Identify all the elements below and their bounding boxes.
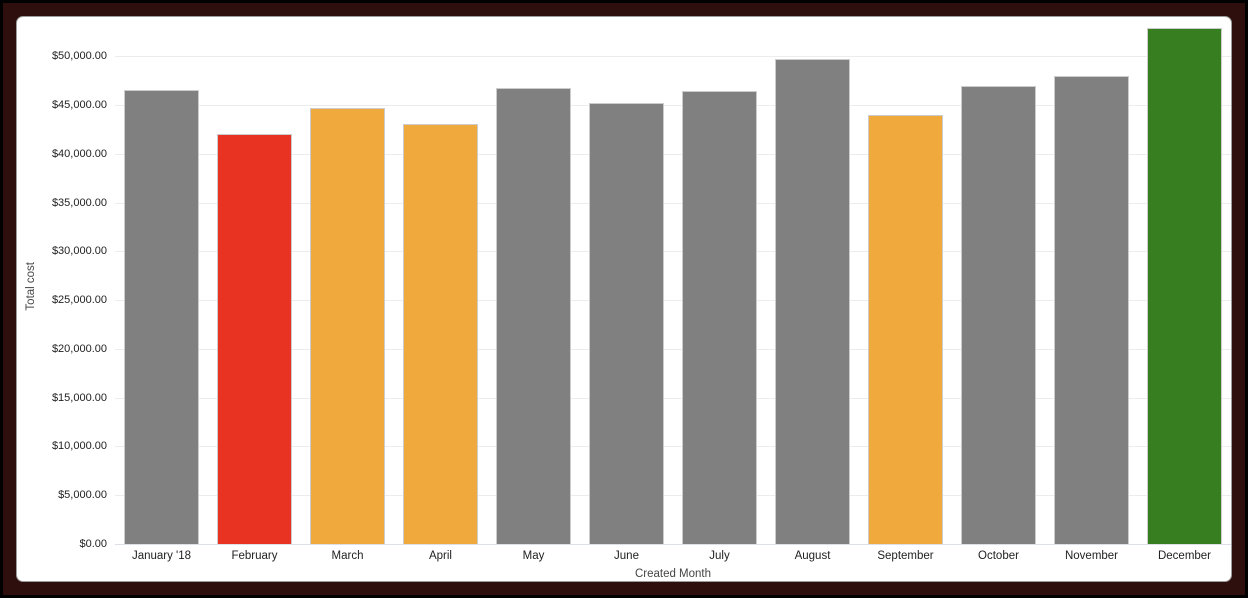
y-tick-label-30000: $30,000.00 <box>51 245 107 258</box>
bar-january-18[interactable] <box>123 90 200 544</box>
bar-slot-january-18 <box>115 28 208 544</box>
bar-series <box>115 28 1231 544</box>
bar-december[interactable] <box>1146 28 1223 544</box>
gridline-20000 <box>115 348 1231 350</box>
y-tick-label-35000: $35,000.00 <box>51 196 107 209</box>
gridline-35000 <box>115 202 1231 204</box>
x-tick-label-november: November <box>1064 550 1119 562</box>
x-tick-label-may: May <box>522 550 545 562</box>
y-tick-label-5000: $5,000.00 <box>58 489 107 502</box>
chart-card: Total cost $0.00 $5,000.00 $10,000.00 $15,0… <box>16 16 1232 582</box>
bar-slot-march <box>301 28 394 544</box>
bar-slot-april <box>394 28 487 544</box>
y-tick-label-10000: $10,000.00 <box>51 440 107 453</box>
window-frame: Total cost $0.00 $5,000.00 $10,000.00 $15,0… <box>3 3 1245 595</box>
x-axis-tick-labels: January '18 February March April May June July… <box>115 548 1231 564</box>
x-tick-label-december: December <box>1157 550 1212 562</box>
x-tick-label-october: October <box>978 550 1019 562</box>
bar-november[interactable] <box>1053 75 1130 544</box>
x-tick-label-june: June <box>614 550 639 562</box>
bar-slot-december <box>1138 28 1231 544</box>
y-axis-tick-labels: $0.00 $5,000.00 $10,000.00 $15,000.00 $20,00… <box>17 28 115 550</box>
bar-april[interactable] <box>402 123 479 544</box>
x-tick-label-july: July <box>709 550 730 562</box>
y-tick-label-45000: $45,000.00 <box>51 99 107 112</box>
x-tick-label-february: February <box>231 550 278 562</box>
gridline-25000 <box>115 300 1231 302</box>
x-tick-label-january-18: January '18 <box>131 550 192 562</box>
bar-slot-september <box>859 28 952 544</box>
bar-slot-october <box>952 28 1045 544</box>
bar-october[interactable] <box>960 85 1037 544</box>
gridline-30000 <box>115 251 1231 253</box>
x-axis-title: Created Month <box>634 568 712 580</box>
bar-september[interactable] <box>867 114 944 544</box>
gridline-15000 <box>115 397 1231 399</box>
plot-area <box>115 28 1231 545</box>
bar-march[interactable] <box>309 108 386 544</box>
bar-slot-june <box>580 28 673 544</box>
bar-slot-november <box>1045 28 1138 544</box>
y-tick-label-25000: $25,000.00 <box>51 294 107 307</box>
y-tick-label-0: $0.00 <box>79 538 107 550</box>
y-tick-label-50000: $50,000.00 <box>51 50 107 63</box>
y-tick-label-20000: $20,000.00 <box>51 342 107 355</box>
gridline-50000 <box>115 56 1231 58</box>
x-axis-baseline <box>115 544 1231 545</box>
gridline-40000 <box>115 153 1231 155</box>
y-tick-label-15000: $15,000.00 <box>51 391 107 404</box>
bar-june[interactable] <box>588 103 665 544</box>
bar-slot-july <box>673 28 766 544</box>
bar-slot-february <box>208 28 301 544</box>
bar-august[interactable] <box>774 59 851 544</box>
x-tick-label-march: March <box>331 550 364 562</box>
gridline-5000 <box>115 495 1231 497</box>
bar-july[interactable] <box>681 91 758 544</box>
bar-slot-may <box>487 28 580 544</box>
gridline-45000 <box>115 105 1231 107</box>
bar-slot-august <box>766 28 859 544</box>
gridline-10000 <box>115 446 1231 448</box>
x-tick-label-september: September <box>877 550 934 562</box>
y-tick-label-40000: $40,000.00 <box>51 147 107 160</box>
bar-february[interactable] <box>216 134 293 544</box>
x-tick-label-april: April <box>428 550 452 562</box>
x-tick-label-august: August <box>794 550 831 562</box>
bar-may[interactable] <box>495 87 572 544</box>
